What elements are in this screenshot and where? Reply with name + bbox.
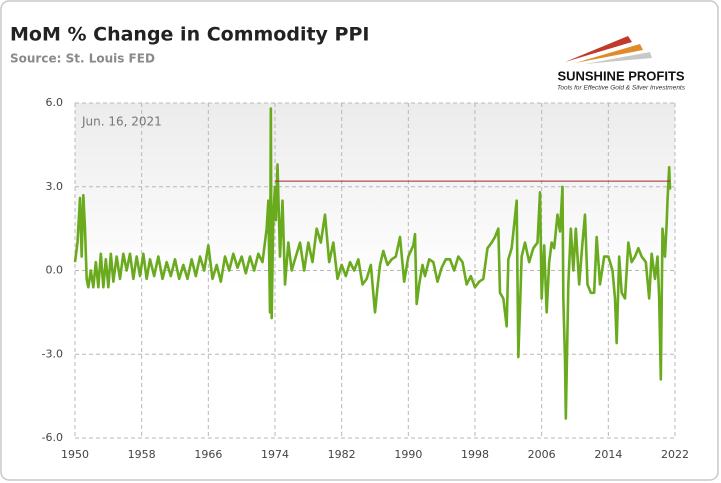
x-tick-label: 1974 (261, 448, 289, 461)
logo-name: SUNSHINE PROFITS (557, 68, 684, 83)
logo-stripe (575, 44, 643, 63)
data (73, 107, 672, 420)
x-tick-label: 1966 (194, 448, 222, 461)
chart-subtitle: Source: St. Louis FED (10, 52, 155, 66)
x-tick-label: 2014 (594, 448, 622, 461)
y-tick-label: 3.0 (46, 180, 64, 193)
chart-title: MoM % Change in Commodity PPI (10, 24, 369, 46)
y-tick-label: 6.0 (46, 96, 64, 109)
x-tick-label: 1998 (461, 448, 489, 461)
data-line (73, 107, 672, 420)
x-tick-label: 1990 (394, 448, 422, 461)
logo-tagline: Tools for Effective Gold & Silver Invest… (557, 85, 686, 92)
y-tick-label: -3.0 (42, 347, 63, 360)
x-tick-label: 1950 (61, 448, 89, 461)
logo: SUNSHINE PROFITS Tools for Effective Gol… (557, 36, 686, 92)
y-tick-label: 0.0 (46, 264, 64, 277)
x-tick-label: 1958 (128, 448, 156, 461)
x-tick-label: 1982 (328, 448, 356, 461)
x-tick-label: 2022 (661, 448, 689, 461)
grid: 6.0 3.0 0.0 -3.0 -6.0 1950 1958 1966 1974 1982 199… (42, 96, 689, 461)
y-tick-label: -6.0 (42, 431, 63, 444)
logo-stripe (585, 52, 652, 64)
annotation: Jun. 16, 2021 (81, 115, 162, 129)
logo-stripe (565, 36, 632, 62)
x-tick-label: 2006 (528, 448, 556, 461)
